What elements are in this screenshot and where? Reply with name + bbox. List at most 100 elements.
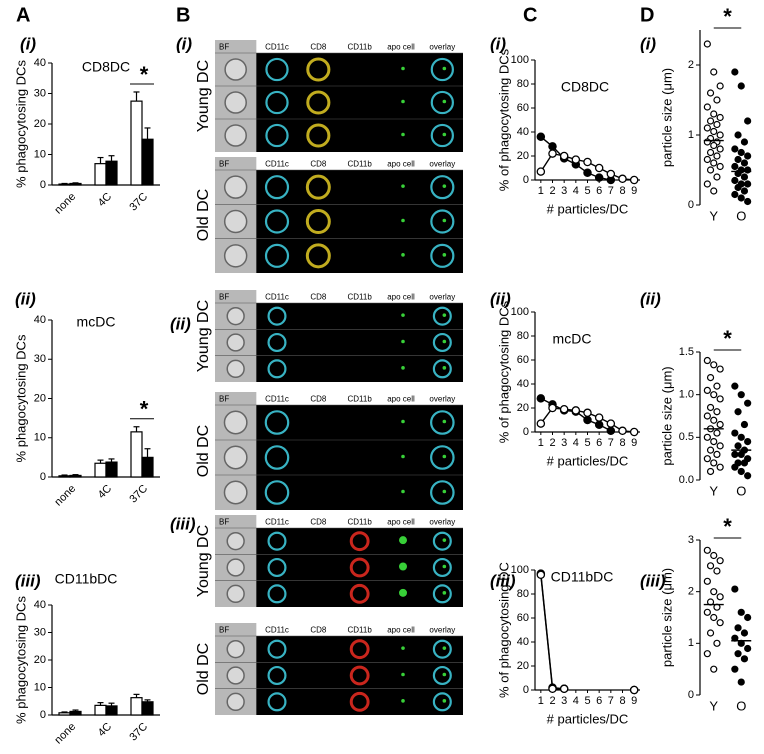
cell-bf — [223, 175, 248, 199]
x-tick-label: 8 — [619, 437, 625, 449]
point — [559, 404, 569, 414]
point — [710, 551, 718, 560]
apo-particle — [442, 454, 447, 459]
point — [716, 463, 724, 471]
point — [606, 169, 616, 179]
point — [583, 168, 592, 178]
cell-bf — [223, 410, 248, 435]
apo-particle — [401, 646, 405, 650]
cell-stain — [432, 306, 452, 326]
channel-header: CD11c — [265, 395, 289, 404]
point — [703, 546, 711, 554]
y-axis-label: % phagocytosing DCs — [13, 334, 28, 462]
panel-label: (iii) — [640, 571, 666, 590]
apo-particle — [442, 66, 447, 71]
chart-title: mcDC — [553, 331, 592, 347]
point — [706, 403, 715, 412]
point — [710, 613, 718, 622]
cell-bf — [223, 244, 248, 268]
x-axis-label: # particles/DC — [547, 711, 629, 726]
apo-particle — [401, 489, 405, 494]
x-tick-label: 9 — [631, 437, 637, 449]
x-tick-label: 9 — [631, 695, 637, 707]
channel-header: CD8 — [310, 518, 327, 527]
channel-header: apo cell — [387, 293, 415, 302]
apo-particle — [401, 454, 405, 459]
group-label: Young DC — [195, 525, 212, 597]
bar — [130, 697, 143, 716]
cell-stain — [430, 90, 454, 115]
panel-label: (iii) — [490, 571, 516, 590]
point — [703, 180, 711, 188]
cell-stain — [306, 123, 331, 148]
cell-stain — [432, 531, 452, 551]
y-axis-label: % of phagocytosing DCs — [496, 300, 511, 443]
point — [716, 395, 724, 403]
x-tick-label: 3 — [561, 695, 567, 707]
x-tick-label: 4C — [96, 483, 114, 501]
channel-header: BF — [219, 43, 229, 52]
group-label: Old DC — [195, 643, 212, 695]
point — [734, 408, 742, 416]
apo-particle — [401, 699, 405, 703]
point — [571, 155, 581, 164]
x-tick-label: 4 — [573, 185, 579, 197]
channel-header: apo cell — [387, 43, 415, 52]
y-tick-label: 30 — [34, 87, 46, 99]
point — [737, 82, 745, 90]
apo-particle — [442, 489, 447, 494]
cell-bf — [224, 124, 247, 147]
x-tick-label: O — [736, 208, 746, 223]
point — [716, 557, 724, 565]
x-tick-label: 7 — [608, 695, 614, 707]
x-tick-label: 1 — [538, 695, 544, 707]
cell-bf — [226, 692, 245, 712]
point — [710, 187, 718, 195]
y-tick-label: 100 — [511, 306, 529, 318]
x-tick-label: 6 — [596, 695, 602, 707]
bar — [105, 461, 118, 478]
apo-particle — [442, 313, 447, 317]
point — [744, 399, 752, 407]
cell-stain — [430, 410, 455, 435]
cell-bf — [223, 480, 248, 505]
panel-label: (iii) — [170, 514, 196, 533]
point — [571, 406, 581, 415]
point — [710, 159, 718, 167]
point — [734, 183, 742, 192]
point — [703, 650, 711, 658]
point — [713, 429, 721, 437]
x-tick-label: 9 — [631, 185, 637, 197]
y-tick-label: 0.0 — [679, 474, 694, 486]
point — [713, 408, 721, 416]
point — [744, 613, 752, 622]
channel-header: CD8 — [310, 395, 327, 404]
bar — [130, 100, 143, 186]
point — [710, 68, 718, 76]
point — [606, 419, 616, 428]
cell-stain — [430, 209, 455, 234]
cell-stain — [430, 243, 455, 268]
panel-label: (i) — [20, 34, 36, 53]
y-tick-label: 60 — [517, 102, 529, 114]
point — [706, 117, 715, 125]
apo-particle — [442, 564, 447, 569]
bar — [130, 431, 143, 478]
point — [548, 142, 557, 151]
apo-particle — [401, 66, 405, 71]
y-axis-label: particle size (μm) — [659, 568, 674, 667]
chart-title: CD11bDC — [551, 569, 614, 585]
cell-stain — [349, 531, 370, 552]
cell-stain — [305, 243, 331, 269]
y-tick-label: 20 — [34, 118, 46, 130]
point — [594, 413, 604, 422]
y-tick-label: 0 — [523, 426, 529, 438]
y-tick-label: 20 — [34, 654, 46, 666]
point — [737, 678, 745, 686]
cell-stain — [267, 332, 287, 353]
cell-bf — [223, 445, 248, 470]
y-tick-label: 3 — [688, 534, 694, 546]
bar — [105, 160, 118, 186]
panel-letter: A — [16, 4, 30, 26]
